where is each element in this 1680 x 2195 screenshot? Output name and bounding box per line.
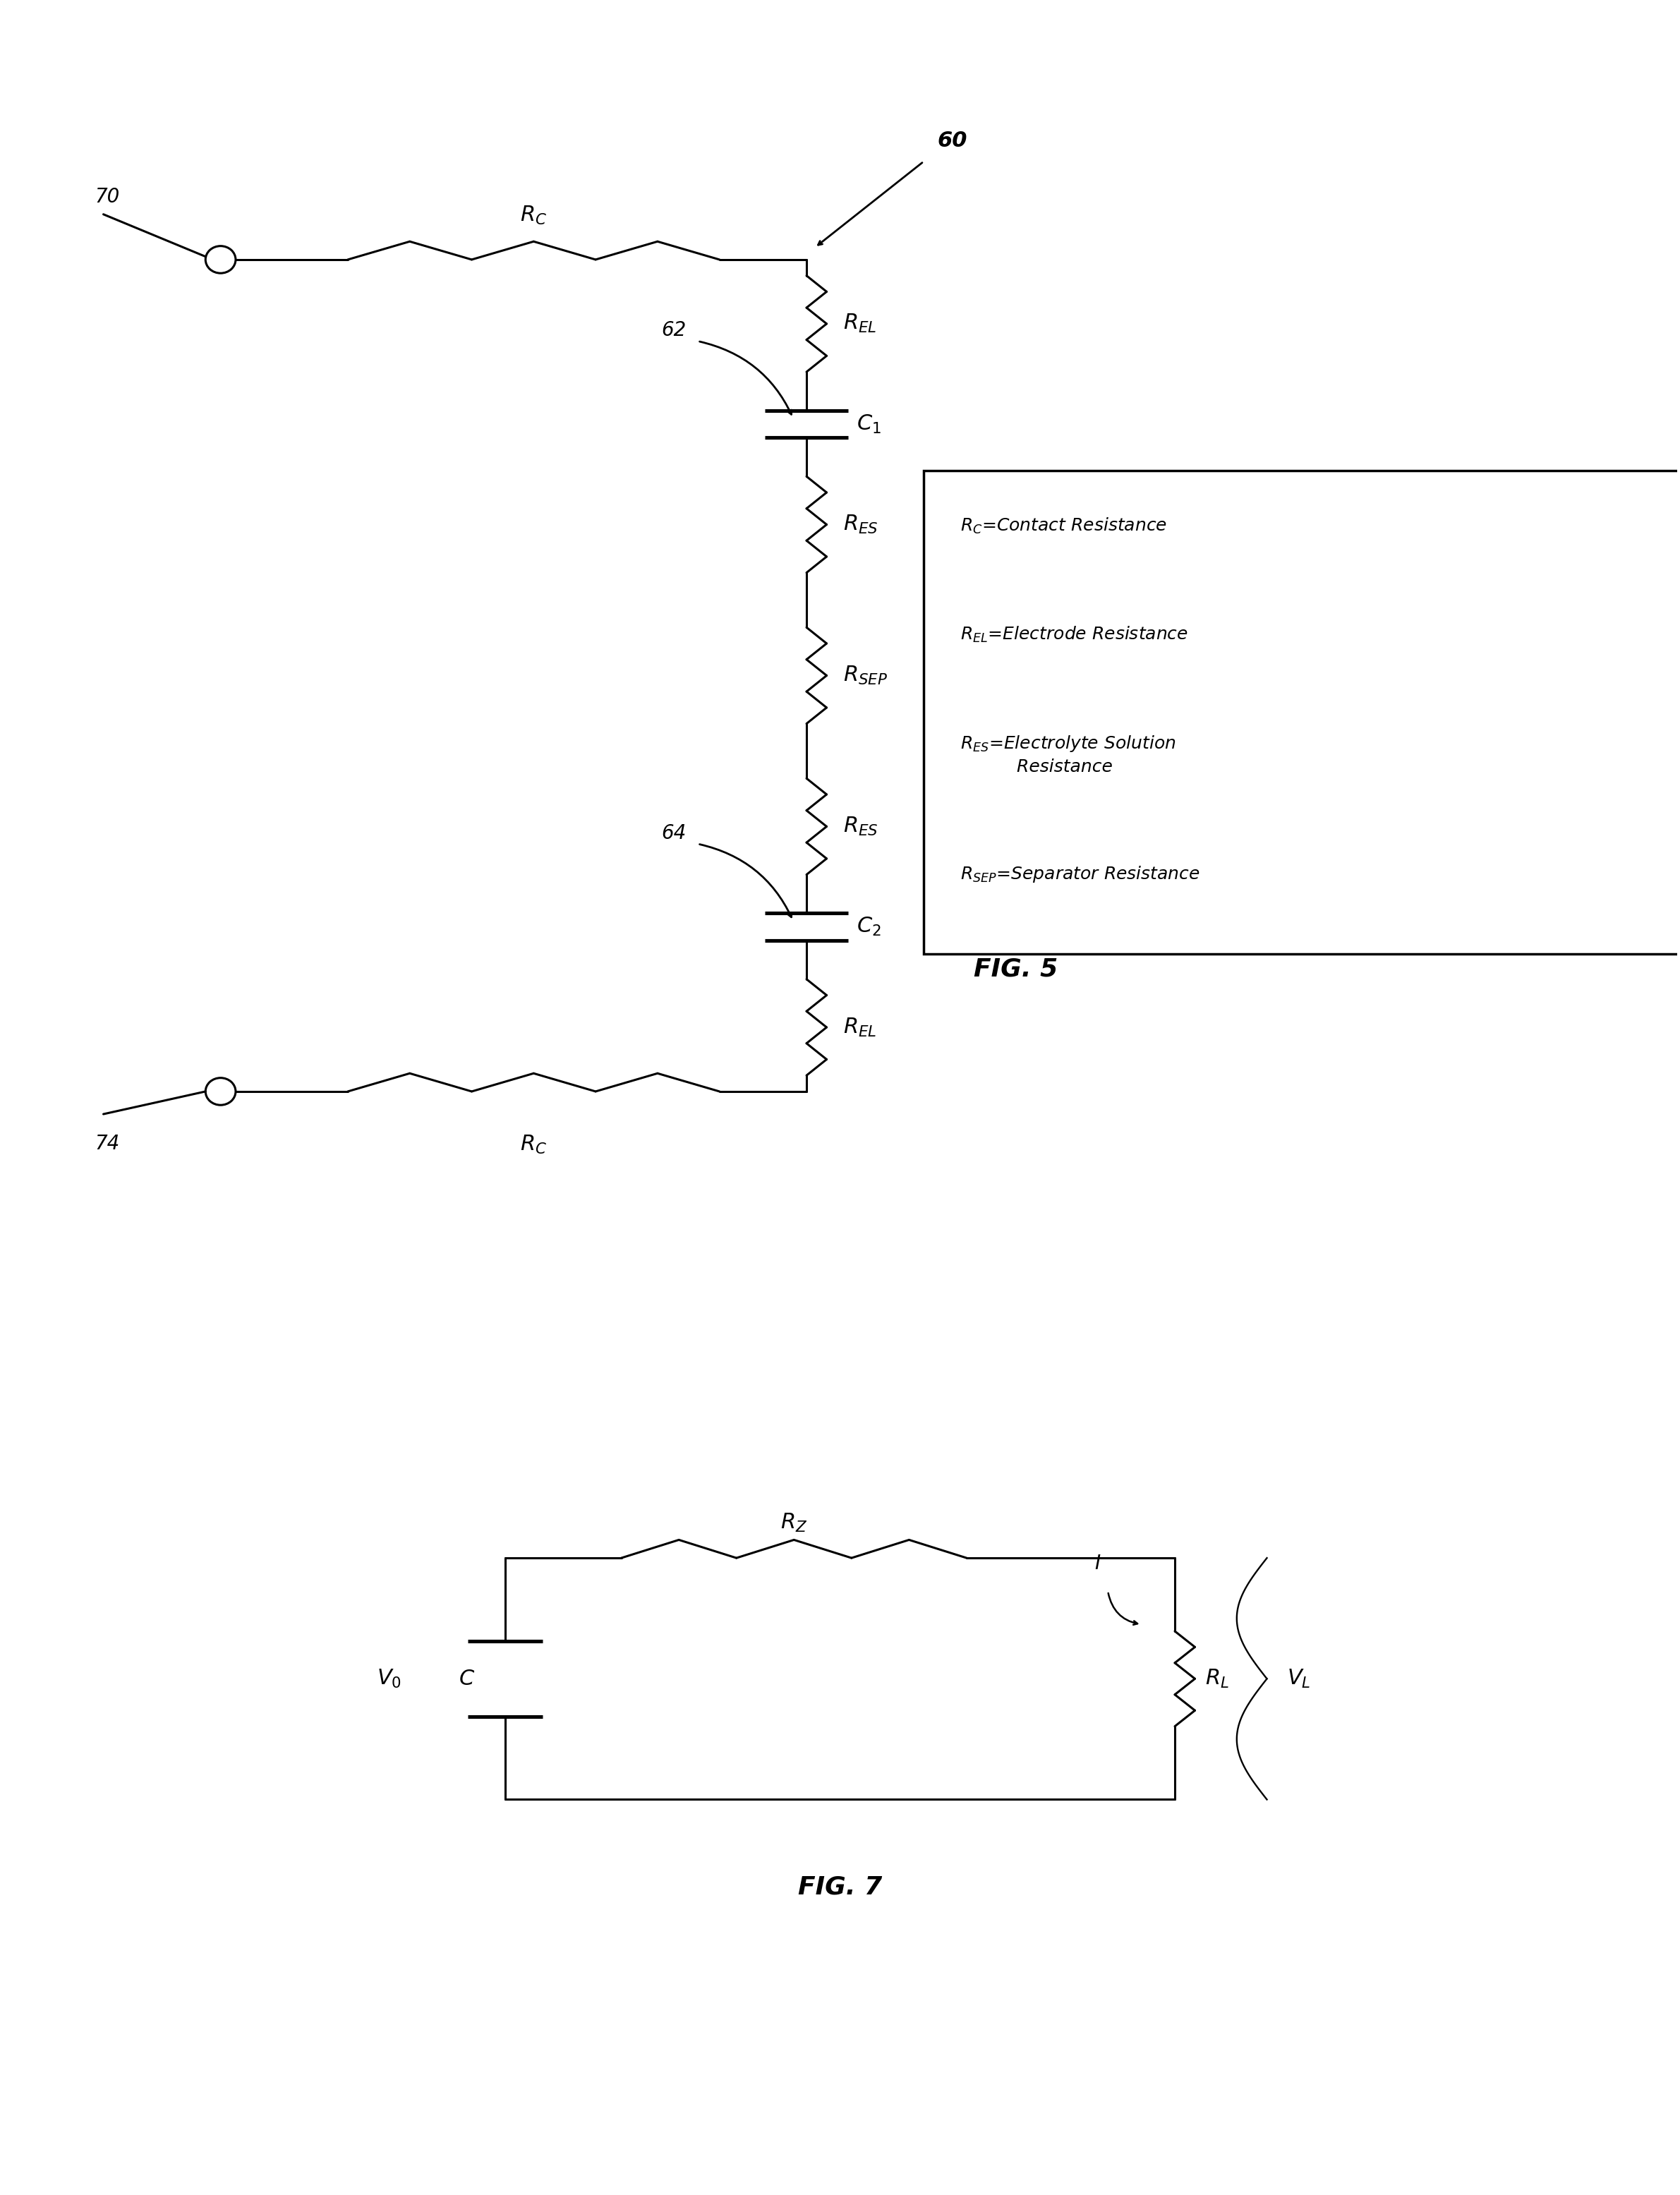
- Text: $R_C$: $R_C$: [521, 1135, 548, 1157]
- Text: $R_{EL}$: $R_{EL}$: [843, 1016, 877, 1038]
- Text: $R_{SEP}$=Separator Resistance: $R_{SEP}$=Separator Resistance: [961, 865, 1200, 885]
- Text: $V_0$: $V_0$: [376, 1668, 402, 1690]
- Text: FIG. 5: FIG. 5: [974, 957, 1058, 981]
- Text: $C$: $C$: [459, 1668, 475, 1688]
- Text: $I$: $I$: [1094, 1554, 1100, 1574]
- Text: $R_{EL}$: $R_{EL}$: [843, 314, 877, 334]
- Text: 64: 64: [662, 823, 685, 843]
- Text: $R_{ES}$=Electrolyte Solution
          Resistance: $R_{ES}$=Electrolyte Solution Resistance: [961, 733, 1176, 775]
- Text: 62: 62: [662, 320, 685, 340]
- FancyBboxPatch shape: [924, 472, 1680, 955]
- Text: $V_L$: $V_L$: [1287, 1668, 1310, 1690]
- Text: $R_{SEP}$: $R_{SEP}$: [843, 665, 887, 687]
- Text: $R_Z$: $R_Z$: [781, 1512, 808, 1534]
- Text: $R_C$=Contact Resistance: $R_C$=Contact Resistance: [961, 516, 1168, 536]
- Text: 60: 60: [937, 130, 968, 151]
- Text: $R_{EL}$=Electrode Resistance: $R_{EL}$=Electrode Resistance: [961, 626, 1188, 643]
- Text: $C_1$: $C_1$: [857, 413, 882, 435]
- Text: 70: 70: [96, 187, 119, 206]
- Text: 74: 74: [96, 1135, 119, 1155]
- Text: $R_L$: $R_L$: [1205, 1668, 1228, 1690]
- Text: $R_{ES}$: $R_{ES}$: [843, 817, 879, 838]
- Text: $C_2$: $C_2$: [857, 915, 882, 937]
- Text: $R_C$: $R_C$: [521, 204, 548, 226]
- Text: $R_{ES}$: $R_{ES}$: [843, 514, 879, 536]
- Text: FIG. 7: FIG. 7: [798, 1875, 882, 1899]
